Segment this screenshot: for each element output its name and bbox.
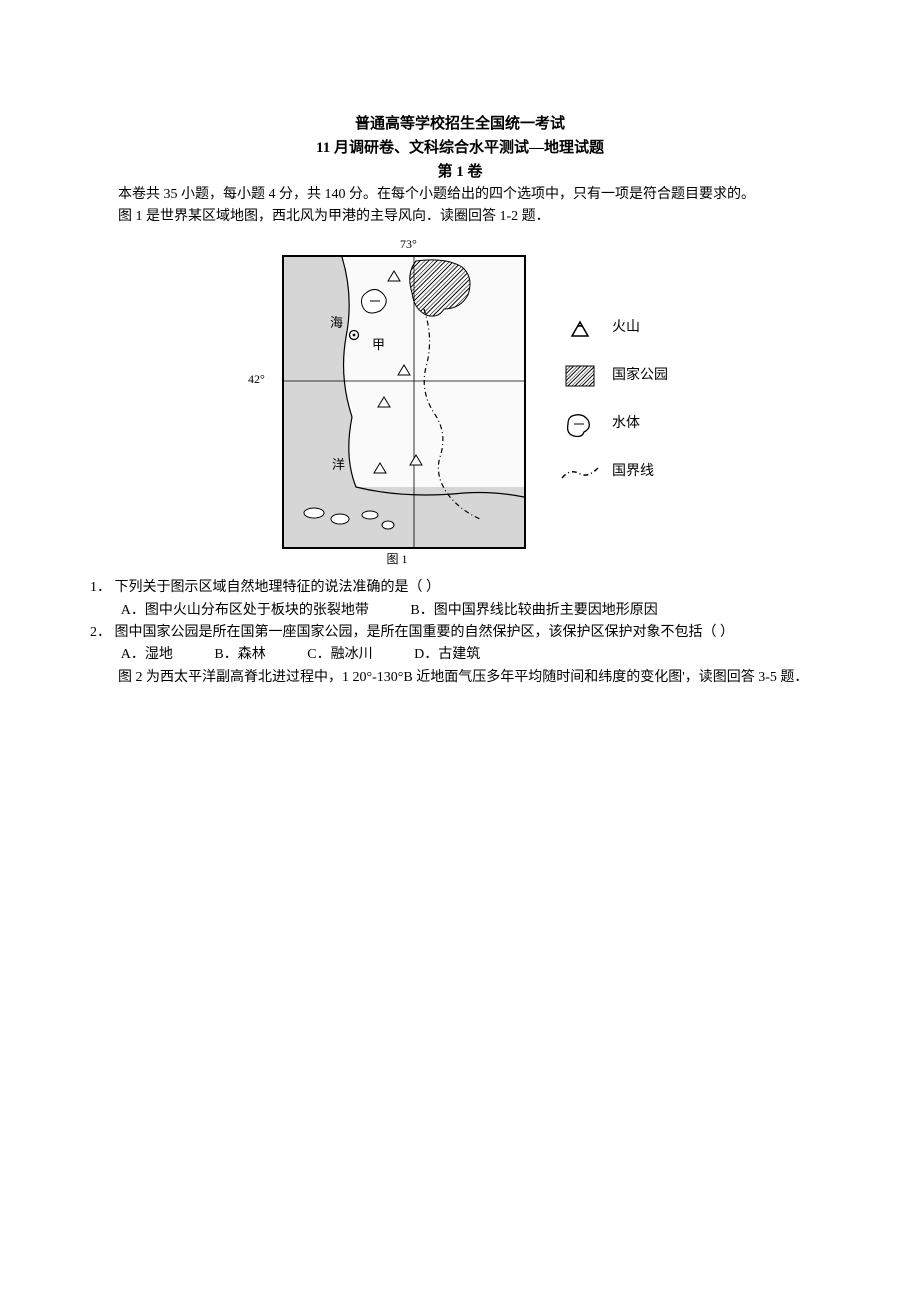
lat-label-42: 42° <box>248 370 265 389</box>
exam-page: 普通高等学校招生全国统一考试 11 月调研卷、文科综合水平测试—地理试题 第 1… <box>0 0 920 1302</box>
port-jia-label: 甲 <box>372 335 385 356</box>
header-line-3: 第 1 卷 <box>90 160 830 184</box>
legend-volcano: 火山 <box>560 314 668 342</box>
volcano-icon <box>560 314 600 342</box>
legend-water: 水体 <box>560 410 668 438</box>
water-icon <box>560 410 600 438</box>
figure-1-legend: 火山 国家公园 水体 <box>560 314 668 486</box>
question-2-options: A．湿地 B．森林 C．融冰川 D．古建筑 <box>90 644 830 666</box>
header-line-2: 11 月调研卷、文科综合水平测试—地理试题 <box>90 136 830 160</box>
map-frame: 海 甲 洋 <box>282 255 526 549</box>
intro-paragraph-2: 图 1 是世界某区域地图，西北风为甲港的主导风向．读圈回答 1-2 题． <box>90 206 830 228</box>
map-svg <box>284 257 524 547</box>
figure-1-map: 73° 42° <box>252 235 542 565</box>
q1-option-b: B．图中国界线比较曲折主要因地形原因 <box>410 600 657 622</box>
figure-1-block: 73° 42° <box>90 235 830 573</box>
legend-park-label: 国家公园 <box>612 365 668 387</box>
intro-paragraph-1: 本卷共 35 小题，每小题 4 分，共 140 分。在每个小题给出的四个选项中，… <box>90 184 830 206</box>
ocean-label: 洋 <box>332 455 345 476</box>
q1-option-a: A．图中火山分布区处于板块的张裂地带 <box>121 600 369 622</box>
q2-option-a: A．湿地 <box>121 644 173 666</box>
q2-option-b: B．森林 <box>214 644 265 666</box>
q2-option-c: C．融冰川 <box>307 644 372 666</box>
header-line-1: 普通高等学校招生全国统一考试 <box>90 112 830 136</box>
legend-volcano-label: 火山 <box>612 317 640 339</box>
question-1-options: A．图中火山分布区处于板块的张裂地带 B．图中国界线比较曲折主要因地形原因 <box>90 600 830 622</box>
legend-border: 国界线 <box>560 458 668 486</box>
question-1-stem: 1． 下列关于图示区域自然地理特征的说法准确的是（ ） <box>90 577 830 599</box>
figure-1-caption: 图 1 <box>252 550 542 569</box>
question-2-stem: 2． 图中国家公园是所在国第一座国家公园，是所在国重要的自然保护区，该保护区保护… <box>90 622 830 644</box>
paragraph-figure-2-intro: 图 2 为西太平洋副高脊北进过程中，1 20°-130°B 近地面气压多年平均随… <box>90 667 830 689</box>
legend-border-label: 国界线 <box>612 461 654 483</box>
legend-park: 国家公园 <box>560 362 668 390</box>
park-icon <box>560 362 600 390</box>
legend-water-label: 水体 <box>612 413 640 435</box>
border-icon <box>560 458 600 486</box>
figure-1-wrap: 73° 42° <box>252 235 668 565</box>
sea-label: 海 <box>330 313 343 334</box>
q2-option-d: D．古建筑 <box>414 644 480 666</box>
lon-label-73: 73° <box>400 235 417 254</box>
